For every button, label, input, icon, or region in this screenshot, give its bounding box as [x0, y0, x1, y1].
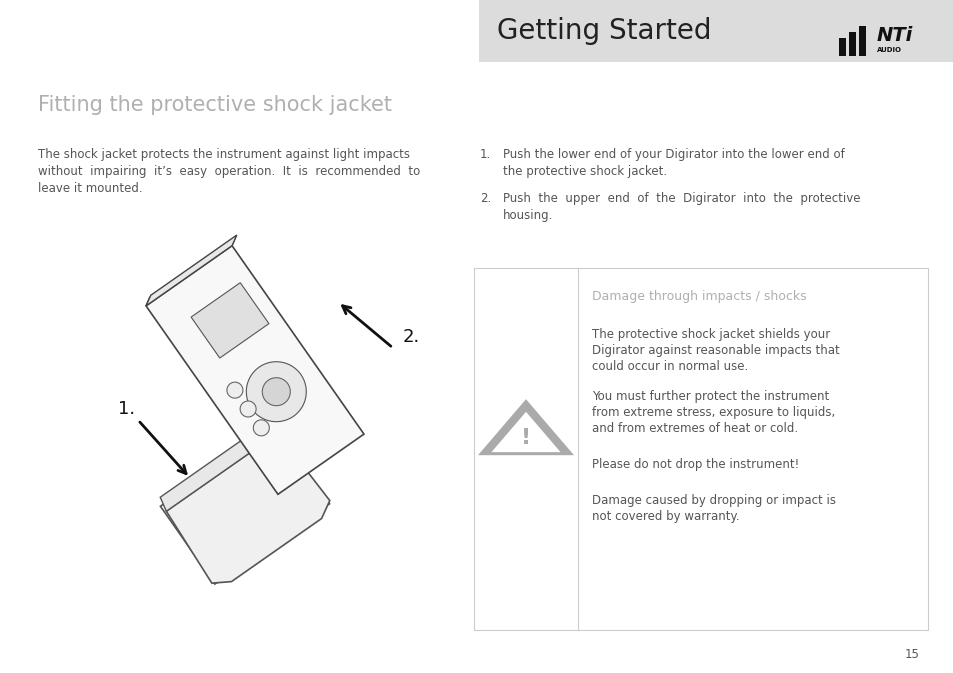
Polygon shape [146, 246, 364, 494]
Text: Damage caused by dropping or impact is: Damage caused by dropping or impact is [592, 494, 835, 507]
Polygon shape [166, 433, 330, 583]
Polygon shape [191, 283, 269, 358]
Text: 1.: 1. [479, 148, 491, 161]
Text: not covered by warranty.: not covered by warranty. [592, 510, 739, 523]
Polygon shape [240, 401, 255, 417]
Text: Damage through impacts / shocks: Damage through impacts / shocks [592, 290, 806, 303]
Text: Push the lower end of your Digirator into the lower end of: Push the lower end of your Digirator int… [502, 148, 843, 161]
Polygon shape [146, 235, 236, 306]
Text: The shock jacket protects the instrument against light impacts: The shock jacket protects the instrument… [38, 148, 410, 161]
Text: 2.: 2. [479, 192, 491, 205]
Polygon shape [477, 399, 574, 455]
Text: Push  the  upper  end  of  the  Digirator  into  the  protective: Push the upper end of the Digirator into… [502, 192, 860, 205]
Text: Getting Started: Getting Started [497, 17, 711, 45]
Bar [474, 268, 927, 630]
Text: You must further protect the instrument: You must further protect the instrument [592, 390, 828, 403]
Text: and from extremes of heat or cold.: and from extremes of heat or cold. [592, 422, 798, 435]
Text: housing.: housing. [502, 209, 553, 222]
Polygon shape [160, 426, 329, 584]
Bar [838, 38, 845, 56]
Polygon shape [491, 412, 560, 452]
Text: the protective shock jacket.: the protective shock jacket. [502, 165, 666, 178]
Text: The protective shock jacket shields your: The protective shock jacket shields your [592, 328, 829, 341]
Text: 2.: 2. [402, 328, 420, 346]
Text: NTi: NTi [876, 26, 912, 45]
Text: 1.: 1. [118, 400, 135, 418]
Bar [858, 26, 865, 56]
Text: AUDIO: AUDIO [876, 47, 901, 53]
Polygon shape [146, 237, 235, 306]
Text: without  impairing  it’s  easy  operation.  It  is  recommended  to: without impairing it’s easy operation. I… [38, 165, 420, 178]
Polygon shape [253, 420, 269, 436]
Text: !: ! [520, 428, 531, 448]
Text: Please do not drop the instrument!: Please do not drop the instrument! [592, 458, 799, 471]
Text: could occur in normal use.: could occur in normal use. [592, 360, 747, 373]
Text: 15: 15 [904, 648, 919, 661]
Text: Digirator against reasonable impacts that: Digirator against reasonable impacts tha… [592, 344, 839, 357]
Text: from extreme stress, exposure to liquids,: from extreme stress, exposure to liquids… [592, 406, 835, 419]
Polygon shape [227, 382, 243, 398]
Bar [848, 32, 855, 56]
Polygon shape [262, 378, 290, 406]
Polygon shape [160, 423, 277, 511]
Text: leave it mounted.: leave it mounted. [38, 182, 143, 195]
Bar [478, 0, 953, 62]
Text: Fitting the protective shock jacket: Fitting the protective shock jacket [38, 95, 392, 115]
Polygon shape [246, 361, 306, 422]
